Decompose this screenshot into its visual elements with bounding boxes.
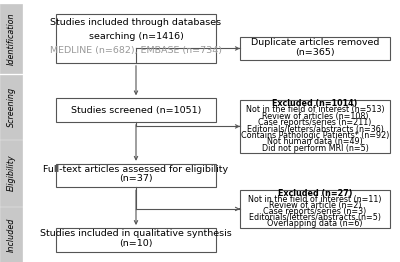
FancyBboxPatch shape — [0, 207, 22, 262]
Text: Excluded (n=1014): Excluded (n=1014) — [272, 99, 358, 108]
Text: Overlapping data (n=6): Overlapping data (n=6) — [267, 219, 363, 228]
Text: Did not perform MRI (n=5): Did not perform MRI (n=5) — [262, 144, 368, 153]
FancyBboxPatch shape — [56, 14, 216, 63]
Text: Case reports/series (n=3): Case reports/series (n=3) — [263, 207, 367, 216]
Text: Studies included in qualitative synthesis: Studies included in qualitative synthesi… — [40, 229, 232, 238]
Text: Identification: Identification — [6, 12, 16, 65]
Text: Studies included through databases: Studies included through databases — [50, 18, 222, 27]
FancyBboxPatch shape — [0, 140, 22, 206]
Text: Not in the field of interest (n=11): Not in the field of interest (n=11) — [248, 195, 382, 204]
Text: Not in the field of interest (n=513): Not in the field of interest (n=513) — [246, 105, 384, 114]
FancyBboxPatch shape — [56, 164, 216, 187]
Text: searching (n=1416): searching (n=1416) — [88, 32, 184, 41]
FancyBboxPatch shape — [0, 4, 22, 73]
Text: Screening: Screening — [6, 87, 16, 127]
FancyBboxPatch shape — [56, 228, 216, 252]
FancyBboxPatch shape — [240, 37, 390, 60]
FancyBboxPatch shape — [56, 98, 216, 122]
Text: Editorials/letters/abstracts (n=36): Editorials/letters/abstracts (n=36) — [246, 124, 384, 134]
Text: Editorials/letters/abstracts (n=5): Editorials/letters/abstracts (n=5) — [249, 213, 381, 222]
Text: (n=10): (n=10) — [119, 238, 153, 248]
FancyBboxPatch shape — [0, 75, 22, 139]
Text: Not human data (n=49): Not human data (n=49) — [267, 138, 363, 146]
Text: Review of article (n=2): Review of article (n=2) — [269, 201, 361, 210]
Text: (n=37): (n=37) — [119, 174, 153, 183]
Text: Eligibility: Eligibility — [6, 155, 16, 191]
FancyBboxPatch shape — [240, 100, 390, 153]
Text: Excluded (n=27): Excluded (n=27) — [278, 189, 352, 198]
Text: MEDLINE (n=682), EMBASE (n=734): MEDLINE (n=682), EMBASE (n=734) — [50, 46, 222, 55]
Text: Case reports/series (n=211): Case reports/series (n=211) — [258, 118, 372, 127]
Text: Full-text articles assessed for eligibility: Full-text articles assessed for eligibil… — [44, 165, 228, 174]
Text: Review of articles (n=108): Review of articles (n=108) — [262, 112, 368, 121]
Text: Duplicate articles removed: Duplicate articles removed — [251, 38, 379, 47]
FancyBboxPatch shape — [240, 190, 390, 228]
Text: Included: Included — [6, 217, 16, 252]
Text: Contains Pathologic Patients* (n=92): Contains Pathologic Patients* (n=92) — [241, 131, 389, 140]
Text: (n=365): (n=365) — [295, 48, 335, 57]
Text: Studies screened (n=1051): Studies screened (n=1051) — [71, 106, 201, 114]
